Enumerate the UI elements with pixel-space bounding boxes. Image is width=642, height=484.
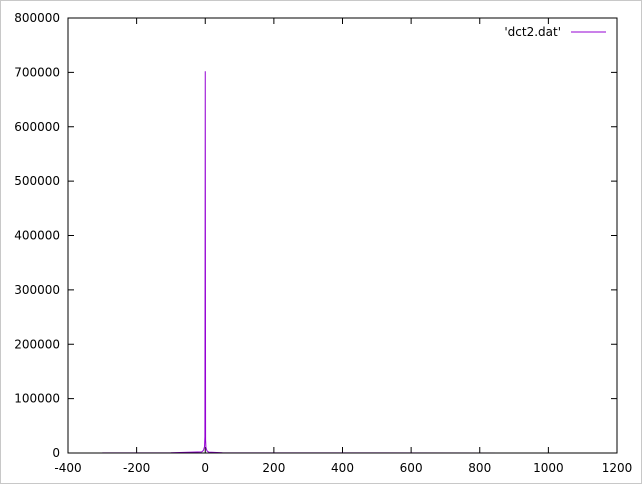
x-tick-label: 600 — [400, 461, 423, 475]
x-tick-label: 800 — [468, 461, 491, 475]
x-tick-label: -200 — [123, 461, 150, 475]
x-tick-label: -400 — [54, 461, 81, 475]
y-tick-label: 100000 — [14, 392, 60, 406]
y-tick-label: 800000 — [14, 11, 60, 25]
x-tick-label: 200 — [262, 461, 285, 475]
y-tick-label: 700000 — [14, 65, 60, 79]
y-tick-label: 200000 — [14, 337, 60, 351]
x-tick-label: 1000 — [533, 461, 564, 475]
y-tick-label: 0 — [52, 446, 60, 460]
x-tick-label: 0 — [201, 461, 209, 475]
y-tick-label: 300000 — [14, 283, 60, 297]
y-tick-label: 400000 — [14, 229, 60, 243]
legend: 'dct2.dat' — [504, 25, 606, 39]
legend-label: 'dct2.dat' — [504, 25, 561, 39]
y-tick-label: 500000 — [14, 174, 60, 188]
series-line — [102, 71, 549, 454]
plot-area-border — [67, 17, 618, 454]
x-tick-label: 400 — [331, 461, 354, 475]
x-tick-label: 1200 — [602, 461, 633, 475]
y-tick-label: 600000 — [14, 120, 60, 134]
